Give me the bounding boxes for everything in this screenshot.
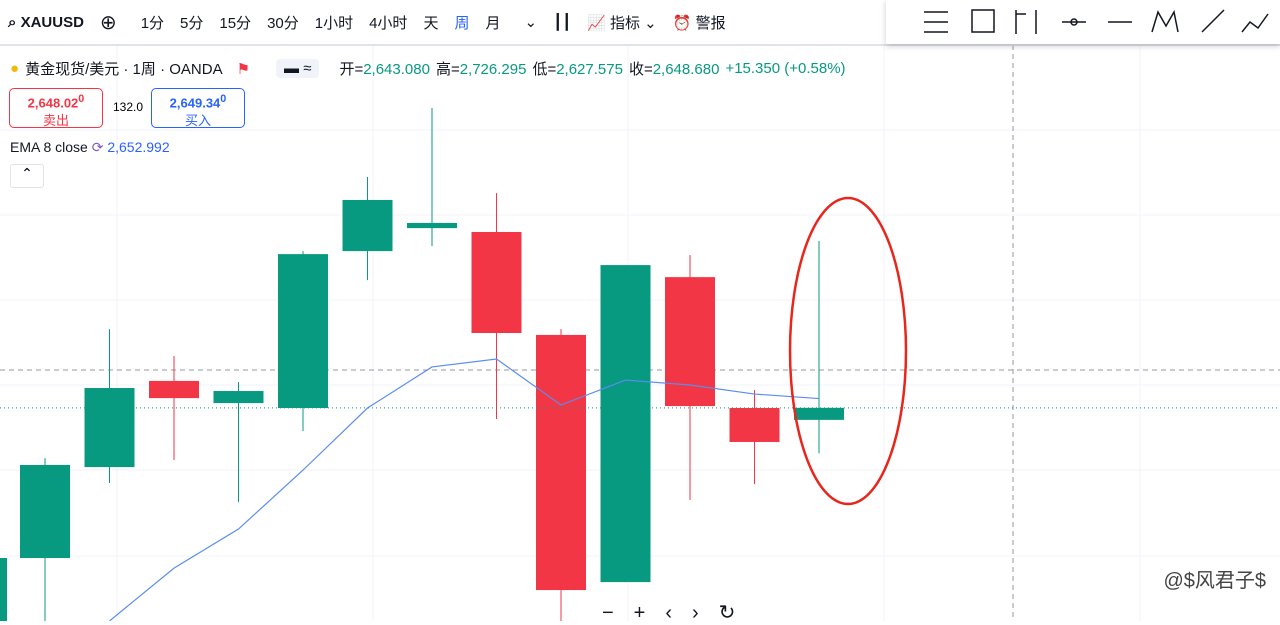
candle	[213, 382, 264, 503]
interval[interactable]: 1分	[140, 14, 165, 32]
interval[interactable]: 月	[485, 14, 501, 32]
interval[interactable]: 周	[454, 14, 470, 32]
candle	[536, 329, 586, 621]
body	[600, 265, 651, 583]
symbol-text: XAUUSD	[20, 13, 84, 31]
ohlc-label: 收=	[628, 61, 653, 78]
candle	[149, 355, 199, 461]
candle	[600, 265, 651, 583]
sell-button[interactable]: 2,648.020 卖出	[9, 88, 103, 128]
body	[729, 408, 780, 442]
body	[536, 334, 586, 591]
ohlc-label: 高=	[435, 61, 460, 78]
ohlc-label: 低=	[532, 61, 557, 78]
drawing-icons	[924, 9, 1269, 34]
ema-label: EMA 8 close	[10, 139, 88, 155]
spread: 132.0	[113, 100, 144, 114]
candle	[794, 241, 844, 454]
indicators-text: 指标	[609, 14, 640, 32]
candle	[665, 254, 715, 500]
buy-label: 买入	[184, 113, 211, 129]
buy-sup: 0	[220, 93, 227, 105]
drawing-toolbar	[886, 0, 1280, 44]
watermark: @$风君子$	[1163, 564, 1266, 593]
zoom-controls[interactable]: −+‹›↻	[602, 602, 756, 624]
watermark-text: @$风君子$	[1163, 570, 1266, 592]
indicators[interactable]: 📈 指标 ⌄	[587, 14, 657, 32]
body	[794, 407, 844, 420]
alert-text: 警报	[695, 14, 726, 32]
candle	[342, 176, 393, 281]
ohlc-value: 2,627.575	[556, 61, 623, 78]
ema-value: 2,652.992	[107, 139, 170, 155]
alert[interactable]: ⏰ 警报	[672, 14, 726, 32]
body	[149, 380, 199, 399]
candle	[84, 329, 135, 484]
interval[interactable]: 5分	[180, 14, 204, 32]
ohlc-value: 2,726.295	[459, 61, 527, 78]
legend-header: ● 黄金现货/美元 · 1周 · OANDA ⚑ ▬ ≈ 开=2,643.080…	[10, 58, 846, 79]
dropdown[interactable]: ⌄	[524, 14, 538, 31]
annotation-ellipse	[788, 196, 908, 506]
candle	[278, 251, 328, 432]
body	[342, 199, 393, 252]
body	[665, 277, 715, 407]
ema-line	[109, 358, 820, 621]
sell-price: 2,648.02	[27, 95, 79, 111]
flag[interactable]: ⚑	[236, 60, 251, 78]
chart-style[interactable]: ┃┃	[553, 14, 572, 31]
interval[interactable]: 天	[423, 14, 439, 32]
interval[interactable]: 4小时	[369, 14, 408, 32]
body	[407, 222, 457, 229]
change: +15.350 (+0.58%)	[725, 60, 846, 77]
body	[20, 464, 70, 559]
candle	[471, 193, 522, 419]
buy-price: 2,649.34	[169, 95, 221, 111]
ohlc: 开=2,643.080 高=2,726.295 低=2,627.575 收=2,648…	[339, 58, 725, 79]
collapse[interactable]: ⌃	[10, 164, 44, 188]
symbol[interactable]: ⌕ XAUUSD	[8, 13, 84, 31]
intervals: 1分 5分 15分 30分 1小时 4小时天周月	[133, 12, 509, 33]
ema-legend: EMA 8 close ⟳ 2,652.992	[10, 139, 170, 155]
partial-candle	[0, 558, 7, 621]
body	[278, 254, 328, 409]
interval[interactable]: 30分	[267, 14, 299, 32]
buy-button[interactable]: 2,649.340 买入	[151, 88, 245, 128]
ohlc-label: 开=	[339, 61, 364, 78]
body	[84, 388, 135, 468]
ohlc-value: 2,648.680	[652, 61, 720, 78]
candle	[729, 389, 780, 485]
series-title: 黄金现货/美元 · 1周 · OANDA	[25, 61, 223, 78]
add[interactable]: ⊕	[99, 11, 117, 34]
toggle[interactable]: ▬ ≈	[276, 59, 320, 78]
body	[213, 391, 264, 404]
body	[471, 231, 522, 333]
symbol-icon: ●	[10, 60, 20, 77]
candle	[20, 458, 70, 621]
interval[interactable]: 15分	[219, 14, 252, 32]
sell-sup: 0	[78, 93, 85, 105]
sell-label: 卖出	[42, 113, 69, 129]
ohlc-value: 2,643.080	[363, 61, 430, 78]
candle	[407, 107, 457, 246]
interval[interactable]: 1小时	[314, 14, 354, 32]
